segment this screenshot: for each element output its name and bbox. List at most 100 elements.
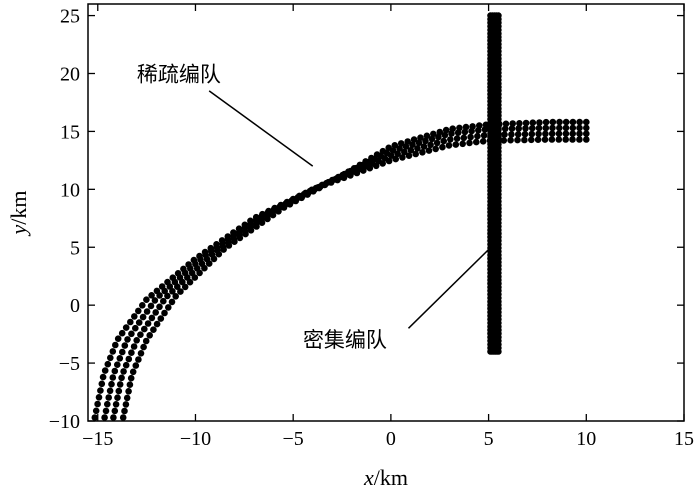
sparse-formation-point (156, 303, 163, 311)
x-axis-var: x (363, 465, 374, 490)
sparse-formation-point (321, 181, 329, 189)
sparse-formation-point (122, 324, 130, 331)
sparse-formation-point (535, 130, 542, 138)
sparse-formation-point (137, 350, 145, 357)
sparse-formation-point (456, 124, 463, 132)
sparse-formation-point (514, 136, 521, 144)
sparse-formation-point (562, 124, 570, 132)
sparse-formation-point (583, 136, 590, 143)
sparse-formation-point (122, 361, 130, 369)
sparse-formation-point (534, 136, 542, 143)
sparse-formation-point (373, 151, 381, 158)
sparse-formation-point (141, 325, 148, 333)
sparse-formation-point (514, 131, 522, 138)
sparse-formation-point (132, 362, 140, 369)
sparse-formation-point (264, 215, 271, 223)
sparse-formation-point (391, 142, 399, 149)
sparse-formation-point (440, 137, 448, 145)
sparse-formation-point (127, 374, 135, 382)
sparse-formation-point (576, 124, 583, 132)
sparse-formation-point (242, 230, 249, 238)
sparse-formation-point (135, 307, 142, 315)
sparse-formation-point (508, 131, 515, 138)
sparse-formation-point (385, 144, 393, 152)
sparse-formation-point (474, 132, 481, 140)
sparse-formation-point (536, 119, 543, 126)
sparse-formation-point (425, 147, 433, 154)
sparse-formation-point (106, 387, 114, 395)
sparse-formation-point (220, 246, 227, 253)
x-tick-label: 5 (484, 428, 494, 450)
sparse-formation-point (327, 178, 335, 185)
sparse-formation-point (304, 191, 311, 198)
annotation-label: 稀疏编队 (137, 63, 221, 87)
sparse-formation-point (91, 414, 99, 421)
sparse-formation-point (120, 368, 127, 375)
sparse-formation-point (196, 269, 203, 277)
sparse-formation-point (460, 134, 468, 142)
sparse-formation-point (161, 287, 168, 295)
sparse-formation-point (508, 125, 516, 132)
sparse-formation-point (95, 394, 103, 401)
sparse-formation-point (104, 360, 112, 368)
sparse-formation-point (449, 125, 457, 132)
sparse-formation-point (94, 400, 101, 408)
sparse-formation-point (128, 349, 135, 357)
sparse-formation-point (139, 302, 146, 309)
sparse-formation-point (535, 124, 543, 132)
sparse-formation-point (108, 380, 115, 388)
sparse-formation-point (410, 136, 418, 143)
sparse-formation-point (419, 149, 426, 156)
sparse-formation-point (521, 130, 529, 138)
sparse-formation-point (160, 297, 167, 305)
sparse-formation-point (569, 136, 576, 143)
sparse-formation-point (569, 118, 577, 126)
sparse-formation-point (441, 131, 449, 139)
sparse-formation-point (269, 211, 277, 219)
sparse-formation-point (143, 296, 150, 304)
sparse-formation-point (121, 407, 128, 415)
sparse-formation-point (123, 394, 131, 402)
sparse-formation-point (253, 223, 260, 230)
sparse-formation-point (109, 374, 117, 381)
sparse-formation-point (569, 124, 577, 132)
annotation-leader-line (208, 90, 314, 167)
sparse-formation-point (225, 242, 233, 249)
sparse-formation-point (583, 130, 590, 137)
sparse-formation-point (114, 361, 121, 369)
y-tick-label: 5 (70, 237, 80, 259)
sparse-formation-point (501, 131, 508, 138)
sparse-formation-point (469, 123, 476, 130)
sparse-formation-point (126, 381, 134, 389)
sparse-formation-point (569, 130, 576, 137)
sparse-formation-point (137, 331, 144, 339)
sparse-formation-point (298, 194, 305, 202)
sparse-formation-point (99, 373, 107, 381)
sparse-formation-point (112, 341, 119, 349)
sparse-formation-point (473, 138, 480, 146)
sparse-formation-point (528, 136, 535, 144)
sparse-formation-point (433, 139, 441, 147)
sparse-formation-point (397, 140, 405, 147)
sparse-formation-point (112, 401, 120, 408)
sparse-formation-point (161, 309, 168, 317)
sparse-formation-point (445, 142, 453, 149)
sparse-formation-point (101, 367, 109, 374)
sparse-formation-point (128, 330, 135, 338)
sparse-formation-point (191, 274, 199, 281)
sparse-formation-point (109, 348, 117, 355)
y-tick-label: 25 (60, 6, 80, 28)
sparse-formation-point (345, 168, 352, 175)
sparse-formation-point (125, 388, 132, 395)
sparse-formation-point (186, 278, 194, 286)
sparse-formation-point (356, 161, 364, 169)
sparse-formation-point (258, 219, 266, 226)
y-tick-label: 15 (60, 121, 80, 143)
sparse-formation-point (286, 201, 294, 208)
sparse-formation-point (396, 145, 403, 152)
sparse-formation-point (422, 137, 429, 145)
